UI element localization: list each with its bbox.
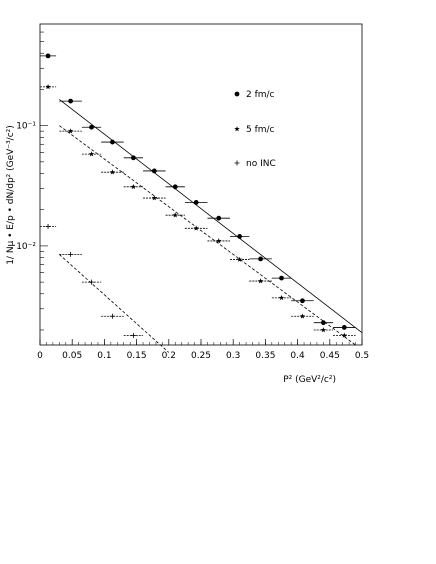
data-point-circle (300, 298, 305, 304)
series-0 (40, 53, 356, 330)
plot-frame (39, 23, 363, 346)
data-point-star (109, 169, 116, 175)
data-point-star (88, 151, 95, 157)
x-tick-label: 0.05 (62, 351, 82, 361)
legend-entry-label: no INC (246, 159, 276, 169)
data-point-star (257, 278, 264, 284)
data-point-circle (68, 98, 73, 104)
data-point-circle (237, 233, 243, 239)
data-point-circle (279, 275, 284, 281)
data-point-circle (320, 320, 326, 326)
data-point-star (236, 256, 243, 262)
data-point-plus (89, 279, 95, 285)
data-point-star (172, 212, 178, 218)
legend-entry-label: 5 fm/c (246, 125, 275, 135)
x-tick-label: 0.15 (127, 351, 147, 361)
x-axis-label: P² (GeV²/c²) (283, 375, 336, 385)
y-tick-label: 10⁻² (16, 242, 36, 252)
fit-line (59, 254, 170, 353)
x-tick-label: 0 (37, 351, 43, 361)
data-point-circle (130, 155, 136, 161)
legend-entry-label: 2 fm/c (246, 90, 275, 100)
x-tick-label: 0.5 (355, 351, 369, 361)
x-axis: 0 0.05 0.1 0.15 0.2 0.25 0.3 0.35 0.4 0.45 0.5 (37, 339, 369, 361)
x-tick-label: 0.45 (320, 351, 340, 361)
y-axis-label: 1/ Nμ • E/p • dN/dp² (GeV⁻³/c²) (6, 125, 16, 265)
data-point-circle (216, 215, 222, 221)
x-tick-label: 0.25 (191, 351, 211, 361)
data-point-circle (341, 325, 347, 330)
series-2 (40, 224, 144, 338)
data-point-plus (109, 313, 115, 319)
x-tick-label: 0.35 (255, 351, 275, 361)
legend: 2 fm/c 5 fm/c no INC (234, 90, 276, 169)
data-point-circle (89, 124, 94, 130)
data-point-star (45, 84, 51, 90)
fit-line (59, 99, 363, 333)
x-tick-label: 0.4 (290, 351, 305, 361)
data-point-star (216, 238, 222, 244)
series-1 (40, 84, 356, 338)
data-point-star (151, 195, 157, 201)
data-point-plus (130, 332, 136, 338)
data-point-circle (172, 184, 178, 190)
fit-line (59, 125, 356, 346)
x-tick-label: 0.3 (226, 351, 240, 361)
data-point-star (320, 327, 327, 333)
fit-lines (59, 99, 363, 353)
data-point-circle (193, 200, 199, 205)
data-point-star (341, 332, 347, 338)
data-point-circle (151, 168, 157, 174)
data-point-plus (234, 160, 240, 166)
y-axis: 10⁻² 10⁻¹ (16, 31, 48, 331)
data-point-circle (234, 91, 240, 97)
data-point-star (234, 126, 240, 132)
data-point-circle (258, 256, 263, 262)
series-layer (40, 53, 356, 338)
data-point-star (67, 128, 74, 134)
data-point-star (193, 225, 199, 231)
data-point-plus (68, 251, 74, 257)
data-point-circle (45, 53, 51, 59)
x-tick-label: 0.1 (97, 351, 111, 361)
data-point-plus (45, 224, 51, 230)
y-tick-label: 10⁻¹ (16, 122, 36, 132)
data-point-circle (110, 139, 115, 145)
data-point-star (299, 313, 306, 319)
data-point-star (130, 184, 137, 190)
data-point-star (278, 295, 285, 301)
x-tick-label: 0.2 (162, 351, 176, 361)
